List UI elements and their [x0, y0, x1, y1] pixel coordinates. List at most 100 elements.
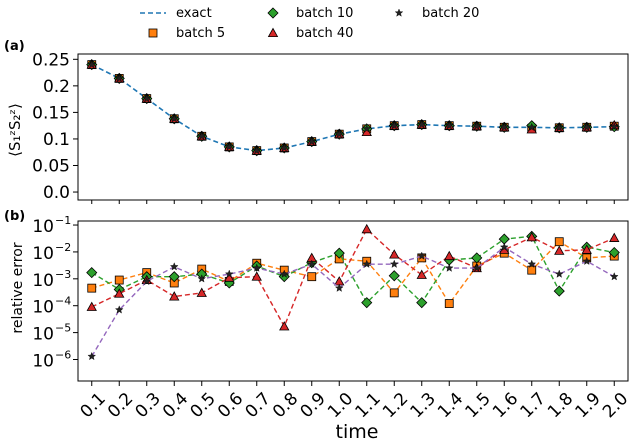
panel-b-point-batch-40-4	[196, 287, 207, 297]
panel-b-xtick-label-19: 2.0	[599, 389, 632, 422]
panel-a-point-batch-20-5	[224, 142, 234, 151]
panel-b-xtick-label-1: 0.2	[104, 389, 137, 422]
panel-b-point-batch-20-0	[87, 351, 97, 361]
panel-b-point-batch-20-5	[224, 269, 234, 278]
legend-item-b20: batch 20	[394, 6, 479, 21]
panel-a-ytick-label-3: 0.15	[32, 103, 70, 123]
panel-b-point-batch-10-11	[388, 270, 400, 282]
panel-a-point-batch-20-18	[582, 122, 592, 131]
legend-label-b10: batch 10	[296, 6, 353, 21]
panel-b-point-batch-40-18	[581, 244, 592, 254]
panel-b-xtick-label-15: 1.6	[489, 389, 522, 422]
panel-b-series-batch-20	[87, 242, 619, 361]
panel-b-point-batch-40-10	[361, 223, 372, 234]
panel-b-point-batch-40-6	[251, 271, 262, 281]
panel-a-ytick-label-1: 0.05	[32, 156, 70, 176]
panel-a-label: (a)	[4, 39, 25, 54]
panel-a-ytick-label-2: 0.1	[43, 130, 70, 150]
panel-b-point-batch-5-16	[527, 265, 537, 275]
panel-b-line-batch-40	[91, 228, 615, 329]
panel-b-series-batch-40	[86, 223, 620, 331]
legend-label-b40: batch 40	[296, 26, 353, 41]
panel-b-xtick-label-9: 1.0	[324, 389, 357, 422]
panel-a-series-exact	[91, 63, 615, 152]
panel-b-point-batch-40-1	[114, 288, 125, 298]
panel-b-xtick-label-0: 0.1	[77, 389, 110, 422]
panel-b-xtick-label-2: 0.3	[132, 389, 165, 422]
panel-b-point-batch-40-7	[279, 321, 290, 331]
panel-b-plot: 10−610−510−410−310−210 −10.10.20.30.40.50…	[32, 214, 632, 422]
panel-b-label: (b)	[4, 209, 25, 224]
panel-b-point-batch-20-3	[169, 262, 179, 271]
panel-a-point-batch-20-10	[362, 124, 372, 133]
panel-a-point-batch-20-2	[142, 94, 152, 103]
panel-b-ytick-label-0: 10	[32, 351, 54, 371]
panel-b-xtick-label-7: 0.8	[269, 389, 302, 422]
panel-b-point-batch-5-0	[87, 283, 97, 293]
panel-b-ytick-label-2: 10	[32, 298, 54, 318]
panel-a-ytick-label-4: 0.2	[43, 77, 70, 97]
panel-b-point-batch-20-14	[472, 263, 482, 272]
panel-b-point-batch-5-13	[444, 299, 454, 308]
panel-b-series-batch-10	[86, 230, 620, 309]
panel-b-point-batch-10-19	[608, 246, 620, 259]
panel-b-point-batch-20-15	[499, 242, 509, 251]
panel-b-point-batch-10-3	[168, 271, 180, 283]
panel-b-point-batch-40-19	[609, 232, 620, 242]
panel-b-y-axis-label: relative error	[10, 242, 26, 333]
panel-b-xtick-label-13: 1.4	[434, 389, 467, 422]
panel-b-point-batch-40-13	[444, 250, 455, 261]
legend-item-exact: exact	[140, 6, 212, 21]
panel-b-frame	[77, 220, 629, 382]
panel-b-line-batch-20	[91, 246, 615, 357]
legend-marker-b40	[267, 27, 279, 37]
panel-a-series-batch-10	[86, 59, 620, 157]
panel-b-point-batch-20-16	[527, 259, 537, 268]
legend-item-b10: batch 10	[267, 6, 353, 21]
panel-a-series-batch-5	[87, 60, 619, 156]
panel-b-point-batch-20-10	[362, 259, 372, 268]
panel-a-point-batch-20-17	[554, 123, 564, 132]
panel-b-xtick-label-11: 1.2	[379, 389, 412, 422]
legend-item-b40: batch 40	[267, 26, 353, 41]
panel-b-point-batch-20-6	[252, 263, 262, 272]
panel-b-point-batch-40-0	[86, 301, 97, 311]
panel-a-series-batch-40	[86, 59, 620, 155]
legend-marker-b10	[267, 7, 279, 19]
panel-a-point-batch-20-4	[197, 131, 207, 140]
panel-b-point-batch-20-1	[114, 305, 124, 314]
panel-b-ytick-exp-1: −5	[55, 322, 71, 335]
panel-b-point-batch-10-0	[86, 267, 98, 279]
panel-a-point-batch-20-8	[307, 137, 317, 146]
panel-b-point-batch-20-18	[582, 256, 592, 265]
panel-b-point-batch-5-1	[114, 275, 124, 285]
panel-b-xtick-label-16: 1.7	[517, 389, 550, 422]
panel-b-point-batch-20-13	[444, 263, 454, 272]
panel-a-point-batch-20-16	[527, 122, 537, 131]
panel-b-ytick-exp-5: −1	[55, 214, 71, 227]
panel-b-point-batch-5-8	[307, 272, 317, 282]
legend-item-b5: batch 5	[148, 26, 225, 41]
panel-a-point-batch-20-1	[114, 73, 124, 83]
panel-a-ytick-label-0: 0.0	[43, 183, 70, 203]
panel-b-xtick-label-17: 1.8	[544, 389, 577, 422]
panel-b-point-batch-40-3	[169, 291, 180, 301]
panel-b-point-batch-5-11	[389, 288, 399, 298]
panel-b-point-batch-20-17	[554, 269, 564, 278]
panel-b-point-batch-20-9	[334, 283, 344, 292]
panel-a-point-batch-20-3	[169, 114, 179, 123]
panel-b-xtick-label-18: 1.9	[572, 389, 605, 422]
panel-b-point-batch-10-17	[553, 285, 565, 297]
legend-marker-b5	[148, 28, 158, 38]
panel-b-ytick-label-1: 10	[32, 325, 54, 345]
panel-b-xtick-label-6: 0.7	[242, 389, 275, 422]
legend-label-b20: batch 20	[422, 6, 479, 21]
panel-b-point-batch-20-12	[417, 251, 427, 260]
panel-a-point-batch-20-12	[417, 120, 427, 129]
panel-b-point-batch-20-7	[279, 269, 289, 278]
panel-b-ytick-exp-2: −4	[55, 295, 71, 308]
panel-b-series-batch-5	[87, 237, 619, 308]
panel-b-ytick-exp-3: −3	[55, 268, 71, 281]
panel-b-line-batch-5	[91, 240, 615, 305]
panel-b-point-batch-20-19	[609, 272, 619, 281]
